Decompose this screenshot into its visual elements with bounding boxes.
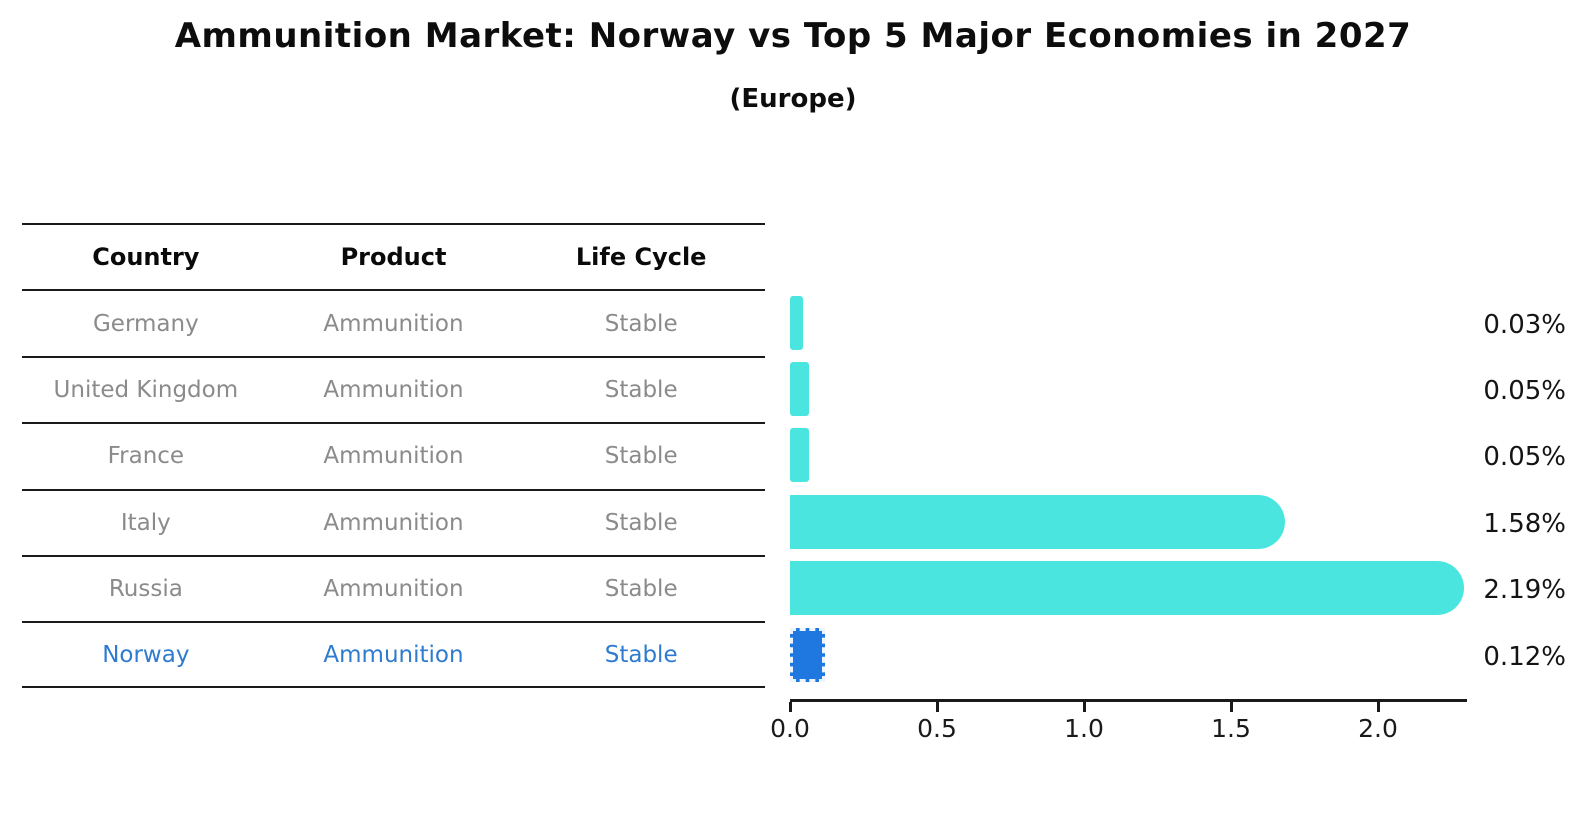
cell-country: Germany bbox=[92, 310, 199, 337]
x-tick-mark bbox=[1376, 702, 1380, 712]
bar-norway bbox=[790, 627, 826, 682]
cell-life-cycle: Stable bbox=[604, 443, 678, 470]
bar-italy bbox=[790, 494, 1285, 549]
x-tick-label: 0.5 bbox=[917, 714, 957, 743]
value-label-united-kingdom: 0.05% bbox=[1483, 376, 1566, 406]
cell-country: Norway bbox=[102, 641, 190, 668]
value-label-germany: 0.03% bbox=[1483, 309, 1566, 340]
table-row: Germany Ammunition Stable bbox=[22, 289, 765, 355]
cell-country: France bbox=[107, 443, 185, 470]
x-axis-line bbox=[790, 699, 1467, 702]
cell-product: Ammunition bbox=[323, 509, 464, 536]
table-row: Russia Ammunition Stable bbox=[22, 554, 765, 621]
table-header-row: Country Product Life Cycle bbox=[22, 223, 765, 289]
x-tick-label: 1.5 bbox=[1211, 714, 1251, 743]
cell-product: Ammunition bbox=[323, 376, 464, 403]
table-row-norway-highlight: Norway Ammunition Stable bbox=[22, 621, 765, 688]
cell-country: United Kingdom bbox=[53, 376, 239, 403]
column-header-country: Country bbox=[92, 243, 200, 272]
column-header-product: Product bbox=[340, 243, 447, 272]
chart-subtitle: (Europe) bbox=[729, 84, 857, 114]
x-tick-label: 0.0 bbox=[770, 714, 810, 743]
value-label-france: 0.05% bbox=[1483, 442, 1566, 473]
cell-life-cycle: Stable bbox=[604, 310, 678, 337]
bar-germany bbox=[790, 295, 803, 350]
cell-product: Ammunition bbox=[323, 576, 464, 603]
value-label-russia: 2.19% bbox=[1483, 575, 1566, 606]
column-header-life-cycle: Life Cycle bbox=[575, 243, 707, 272]
x-tick-mark bbox=[1082, 702, 1086, 712]
cell-product: Ammunition bbox=[323, 443, 464, 470]
table-row: United Kingdom Ammunition Stable bbox=[22, 355, 765, 422]
bar-united-kingdom bbox=[790, 362, 809, 416]
bar-france bbox=[790, 428, 809, 483]
cell-life-cycle: Stable bbox=[604, 576, 678, 603]
x-tick-mark bbox=[935, 702, 939, 712]
cell-life-cycle: Stable bbox=[604, 641, 678, 668]
cell-life-cycle: Stable bbox=[604, 376, 678, 403]
table-row: France Ammunition Stable bbox=[22, 422, 765, 488]
table-row: Italy Ammunition Stable bbox=[22, 488, 765, 555]
bar-russia bbox=[790, 561, 1464, 616]
chart-title: Ammunition Market: Norway vs Top 5 Major… bbox=[174, 16, 1412, 56]
cell-product: Ammunition bbox=[323, 641, 464, 668]
cell-life-cycle: Stable bbox=[604, 509, 678, 536]
value-label-norway: 0.12% bbox=[1483, 641, 1566, 672]
x-tick-label: 1.0 bbox=[1064, 714, 1104, 743]
x-tick-mark bbox=[1229, 702, 1233, 712]
country-table: Country Product Life Cycle Germany Ammun… bbox=[22, 223, 765, 688]
x-tick-label: 2.0 bbox=[1358, 714, 1398, 743]
x-tick-mark bbox=[788, 702, 792, 712]
cell-country: Russia bbox=[108, 576, 183, 603]
cell-product: Ammunition bbox=[323, 310, 464, 337]
value-label-italy: 1.58% bbox=[1483, 508, 1566, 539]
cell-country: Italy bbox=[120, 509, 171, 536]
